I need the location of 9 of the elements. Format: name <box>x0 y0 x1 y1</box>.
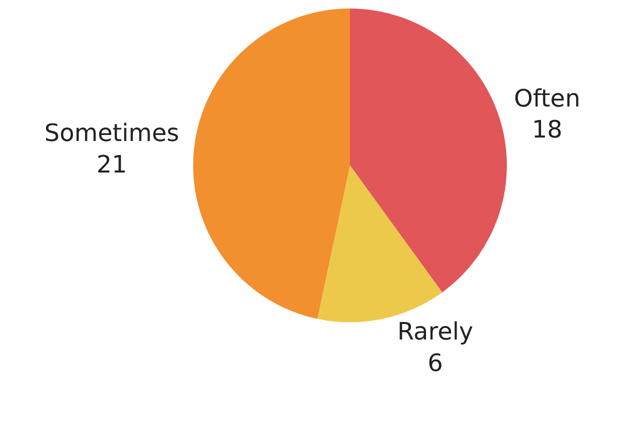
slice-label: Rarely <box>397 318 474 346</box>
slice-label: Often <box>514 84 580 113</box>
slice-label: Sometimes <box>44 119 180 148</box>
data-label: 18 <box>532 116 562 144</box>
pie-slice <box>317 165 442 322</box>
pie-slice <box>350 8 507 292</box>
pie-slice <box>193 8 350 319</box>
data-label: 21 <box>96 150 128 178</box>
data-label: 6 <box>428 348 443 377</box>
